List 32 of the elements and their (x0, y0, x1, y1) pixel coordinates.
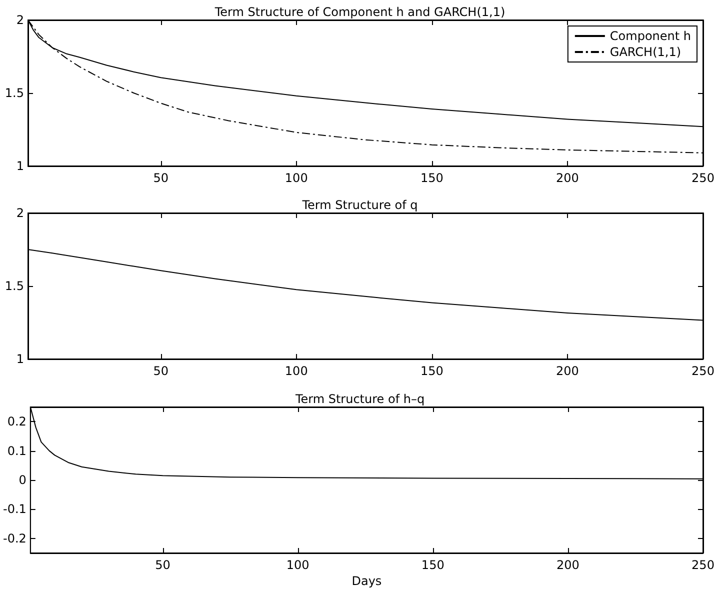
y-tick-label: -0.2 (2, 531, 26, 546)
y-tick-label: 0.2 (7, 414, 26, 429)
x-axis-title: Days (352, 574, 382, 588)
legend-label: GARCH(1,1) (610, 45, 682, 59)
x-tick-label: 150 (420, 364, 444, 378)
x-tick-label: 150 (421, 558, 444, 572)
chart-title: Term Structure of h–q (294, 392, 425, 406)
y-tick-label: 1.5 (4, 86, 24, 100)
y-tick-label: 1 (16, 352, 24, 366)
chart-title: Term Structure of Component h and GARCH(1,1) (214, 5, 506, 19)
x-tick-label: 50 (155, 558, 170, 572)
y-tick-label: 0 (18, 473, 26, 487)
x-tick-label: 100 (284, 364, 308, 378)
x-tick-label: 50 (153, 364, 168, 378)
x-tick-label: 100 (286, 558, 310, 572)
y-tick-label: 2 (16, 13, 24, 27)
y-tick-label: 1.5 (4, 279, 24, 293)
x-tick-label: 200 (556, 558, 580, 572)
x-tick-label: 250 (692, 364, 714, 378)
y-tick-label: 1 (16, 159, 24, 173)
x-tick-label: 100 (284, 171, 308, 185)
chart-title: Term Structure of q (301, 198, 418, 212)
legend-label: Component h (610, 29, 692, 43)
x-tick-label: 200 (556, 364, 579, 378)
y-tick-label: 2 (16, 206, 24, 220)
x-tick-label: 250 (692, 171, 714, 185)
x-tick-label: 200 (556, 171, 579, 185)
y-tick-label: -0.1 (2, 502, 26, 516)
y-tick-label: 0.1 (7, 444, 26, 458)
x-tick-label: 150 (420, 171, 444, 185)
x-tick-label: 50 (153, 171, 168, 185)
x-tick-label: 250 (692, 558, 714, 572)
